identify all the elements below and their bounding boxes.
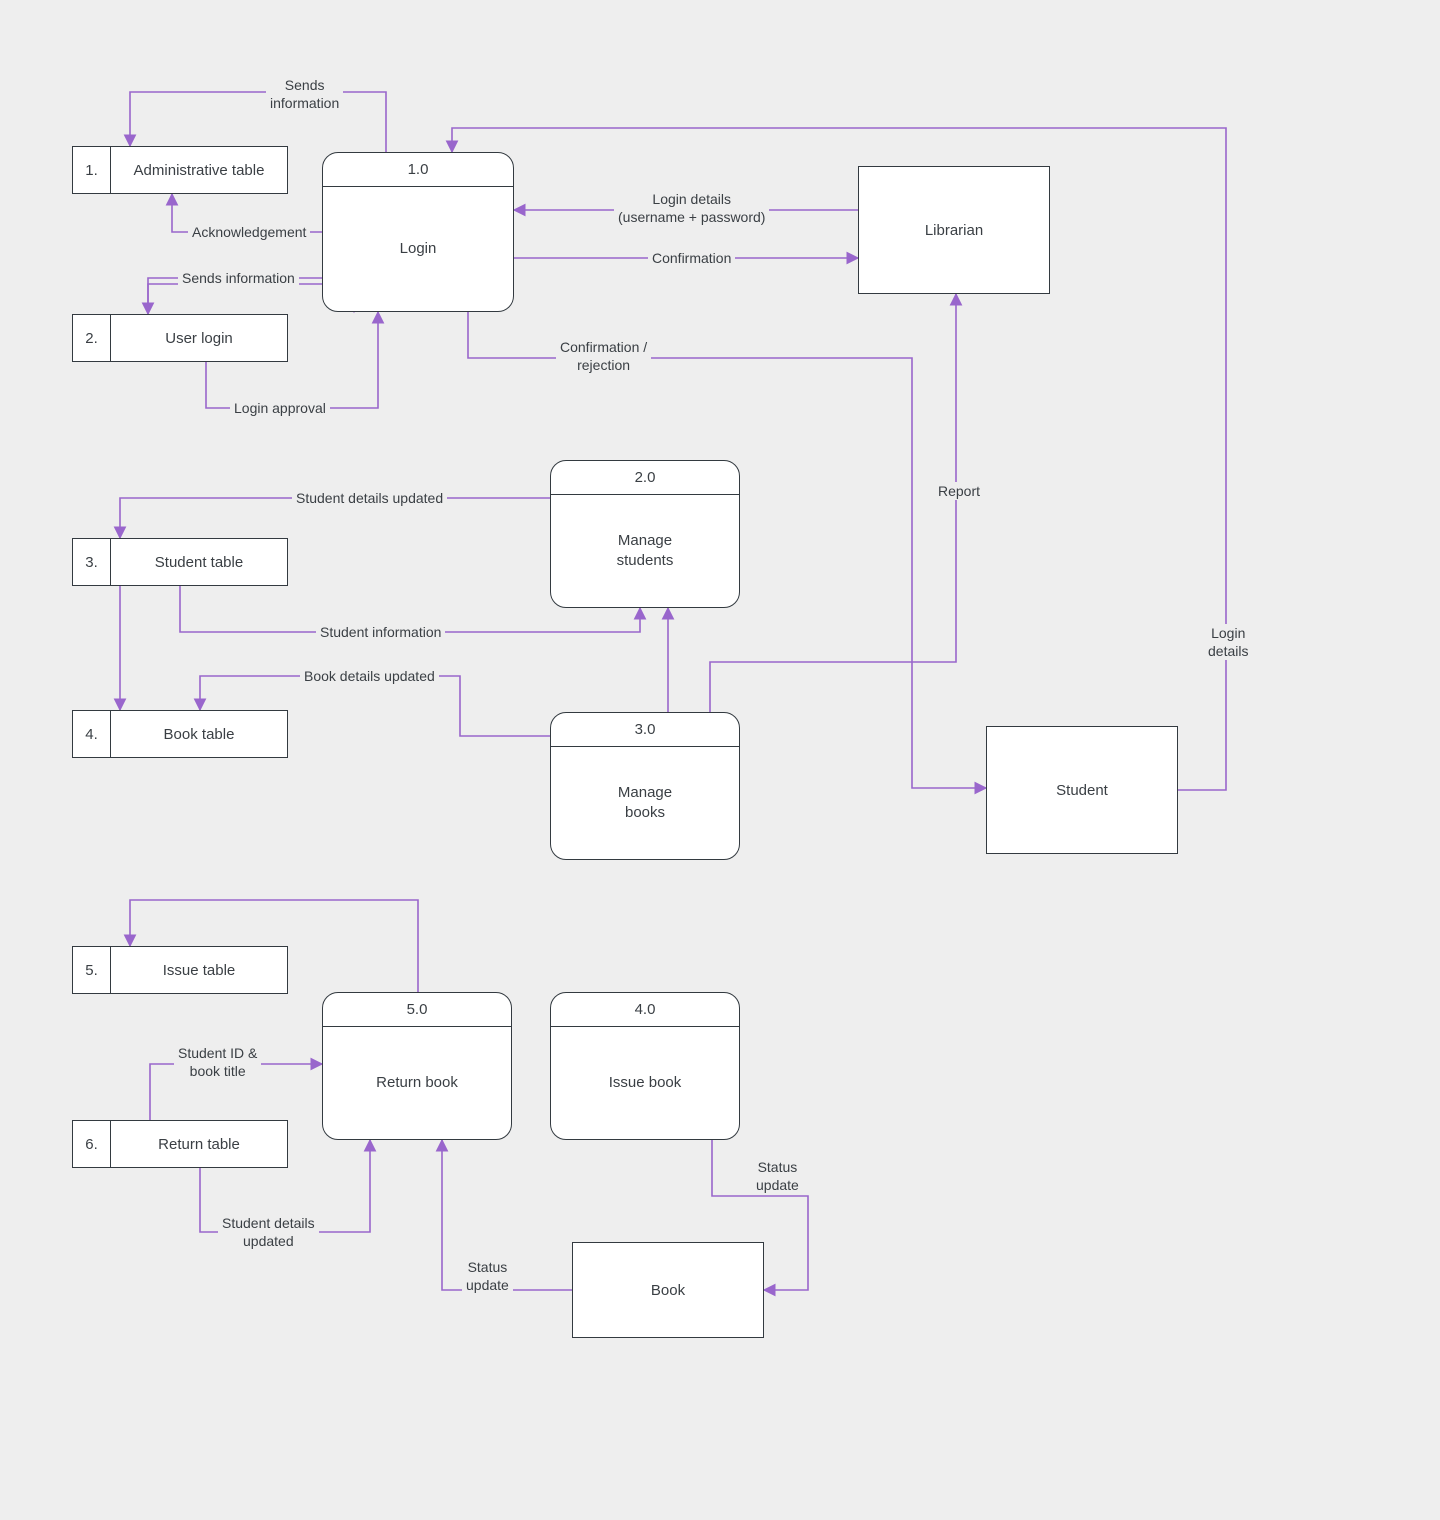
datastore-book-table: 4. Book table <box>72 710 288 758</box>
edge-label: Sends information <box>178 269 299 287</box>
datastore-admin-table: 1. Administrative table <box>72 146 288 194</box>
process-issue-book: 4.0 Issue book <box>550 992 740 1140</box>
edge-label: Student detailsupdated <box>218 1214 319 1250</box>
entity-label: Book <box>651 1282 685 1299</box>
entity-student: Student <box>986 726 1178 854</box>
datastore-number: 4. <box>73 711 111 757</box>
process-return-book: 5.0 Return book <box>322 992 512 1140</box>
edge-label: Confirmation /rejection <box>556 338 651 374</box>
process-label: Issue book <box>551 1027 739 1139</box>
process-manage-books: 3.0 Managebooks <box>550 712 740 860</box>
entity-label: Student <box>1056 782 1108 799</box>
datastore-label: Administrative table <box>111 147 287 193</box>
datastore-student-table: 3. Student table <box>72 538 288 586</box>
edge-label: Sendsinformation <box>266 76 343 112</box>
edge-label: Login details(username + password) <box>614 190 769 226</box>
edge-label: Report <box>934 482 984 500</box>
process-id: 5.0 <box>323 993 511 1027</box>
process-label: Login <box>323 187 513 311</box>
process-id: 4.0 <box>551 993 739 1027</box>
process-id: 2.0 <box>551 461 739 495</box>
process-id: 1.0 <box>323 153 513 187</box>
datastore-label: Return table <box>111 1121 287 1167</box>
entity-book: Book <box>572 1242 764 1338</box>
edge-label: Statusupdate <box>752 1158 803 1194</box>
process-id: 3.0 <box>551 713 739 747</box>
process-login: 1.0 Login <box>322 152 514 312</box>
process-manage-students: 2.0 Managestudents <box>550 460 740 608</box>
edge-label: Confirmation <box>648 249 735 267</box>
edge-label: Login approval <box>230 399 330 417</box>
datastore-number: 3. <box>73 539 111 585</box>
datastore-label: Student table <box>111 539 287 585</box>
process-label: Managestudents <box>551 495 739 607</box>
datastore-return-table: 6. Return table <box>72 1120 288 1168</box>
datastore-number: 6. <box>73 1121 111 1167</box>
datastore-label: User login <box>111 315 287 361</box>
edge-label: Student information <box>316 623 445 641</box>
process-label: Return book <box>323 1027 511 1139</box>
edge-label: Book details updated <box>300 667 439 685</box>
edge-label: Logindetails <box>1204 624 1252 660</box>
edge-label: Student details updated <box>292 489 447 507</box>
edge-label: Acknowledgement <box>188 223 310 241</box>
datastore-label: Issue table <box>111 947 287 993</box>
process-label: Managebooks <box>551 747 739 859</box>
dfd-canvas: 1. Administrative table 2. User login 3.… <box>0 0 1440 1520</box>
entity-librarian: Librarian <box>858 166 1050 294</box>
datastore-number: 2. <box>73 315 111 361</box>
datastore-number: 1. <box>73 147 111 193</box>
edge-label: Statusupdate <box>462 1258 513 1294</box>
edge-label: Student ID &book title <box>174 1044 261 1080</box>
entity-label: Librarian <box>925 222 983 239</box>
datastore-label: Book table <box>111 711 287 757</box>
datastore-issue-table: 5. Issue table <box>72 946 288 994</box>
datastore-number: 5. <box>73 947 111 993</box>
datastore-user-login: 2. User login <box>72 314 288 362</box>
